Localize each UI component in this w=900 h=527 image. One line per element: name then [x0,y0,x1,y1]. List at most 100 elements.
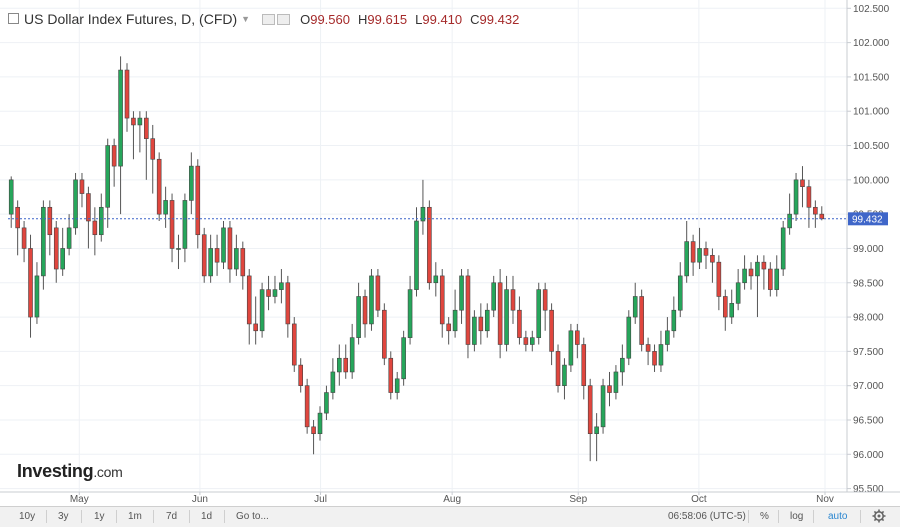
candle [253,296,258,345]
price-tick-label: 99.000 [853,244,884,255]
candle [697,227,702,270]
candle [15,200,20,256]
candle [259,282,265,338]
collapse-legend-icon[interactable] [8,12,19,24]
candle [780,221,786,276]
candle [658,330,664,372]
candle [703,241,709,270]
candle [774,255,780,297]
candle [234,234,239,276]
candle [433,262,439,297]
time-tick-label: Oct [691,494,707,505]
candle [118,56,123,215]
candle [304,378,310,434]
candle [349,323,355,379]
gear-icon[interactable] [872,509,886,523]
price-tick-label: 96.000 [853,450,884,461]
candle [748,262,754,290]
price-tick-label: 101.500 [853,72,890,83]
candle [131,111,136,160]
candle [768,262,773,297]
candle [92,207,98,256]
candle [671,296,677,338]
toolbar-divider [116,510,117,523]
range-1m-button[interactable]: 1m [128,511,142,522]
candle [439,269,445,338]
chevron-down-icon[interactable]: ▼ [241,14,251,24]
candle [362,289,368,338]
candle [73,172,78,235]
candle [53,221,59,283]
candle [227,221,233,283]
last-price-label-text: 99.432 [852,214,883,225]
range-7d-button[interactable]: 7d [166,511,178,522]
toolbar-divider [189,510,190,523]
candle [240,241,246,290]
candle [729,289,735,324]
chart-grid [0,0,847,492]
range-1d-button[interactable]: 1d [201,511,213,522]
toolbar-divider [224,510,225,523]
candle [150,124,156,194]
candle [594,413,599,462]
candle [710,248,715,283]
toolbar-divider [813,510,814,523]
candle [517,296,522,345]
candle [195,159,201,249]
candle [420,179,426,235]
candle [375,269,381,318]
low-value: L99.410 [415,11,463,27]
toolbar-divider [46,510,47,523]
range-10y-button[interactable]: 10y [19,511,36,522]
range-3y-button[interactable]: 3y [58,511,69,522]
candle [716,255,722,311]
candle [221,221,226,270]
eye-icon[interactable] [262,13,276,25]
time-tick-label: Jul [314,494,327,505]
price-tick-label: 98.000 [853,313,884,324]
candle [343,344,349,379]
logo-domain: .com [93,464,123,480]
candle [600,378,606,434]
candle [176,234,181,270]
candle [452,289,458,338]
settings-icon[interactable] [277,13,291,25]
candle [407,275,413,345]
time-tick-label: May [70,494,89,505]
price-tick-label: 100.500 [853,141,890,152]
price-tick-label: 100.000 [853,175,890,186]
auto-scale-button[interactable]: auto [828,511,848,522]
price-tick-label: 102.000 [853,38,890,49]
candle [665,317,670,352]
candle [523,330,529,352]
toolbar-divider [153,510,154,523]
candle [86,186,91,249]
goto-date-button[interactable]: Go to... [236,511,269,522]
log-scale-button[interactable]: log [790,511,804,522]
candle [246,269,252,345]
range-1y-button[interactable]: 1y [94,511,105,522]
last-price-label: 99.432 [848,212,888,226]
candle [722,289,728,331]
candle [465,269,471,359]
candle [189,152,194,215]
timezone-clock[interactable]: 06:58:06 (UTC-5) [668,511,746,522]
close-value: C99.432 [470,11,520,27]
candle [182,193,188,263]
candle [337,344,342,386]
price-tick-label: 97.000 [853,381,884,392]
candle [613,365,619,400]
candle [60,227,65,276]
candle [285,275,291,338]
candle [484,303,490,338]
candle [690,234,696,276]
candle [388,351,394,400]
price-axis: 95.500 96.000 96.500 97.000 97.500 98.000 98.5… [847,4,890,495]
price-tick-label: 102.500 [853,4,890,15]
last-price-label-bg [848,212,888,226]
percent-scale-button[interactable]: % [760,511,769,522]
logo-name: Investing [17,461,94,481]
candle [530,330,535,352]
candle [169,193,175,263]
